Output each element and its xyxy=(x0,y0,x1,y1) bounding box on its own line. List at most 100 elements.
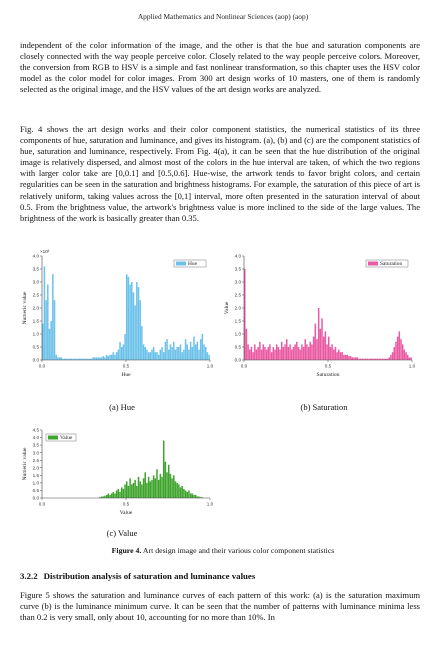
b-bar-32 xyxy=(297,347,300,360)
section-number: 3.2.2 xyxy=(20,571,38,581)
c-bar-40 xyxy=(109,494,111,498)
b-bar-1 xyxy=(245,328,248,360)
c-y-tick-label-2: 1.0 xyxy=(33,480,40,485)
b-bar-63 xyxy=(349,356,352,360)
a-bar-95 xyxy=(201,334,204,360)
b-bar-39 xyxy=(309,341,312,360)
c-bar-53 xyxy=(131,484,133,498)
b-bar-47 xyxy=(322,336,325,360)
b-bar-61 xyxy=(346,354,348,360)
b-bar-57 xyxy=(339,352,342,360)
a-bar-62 xyxy=(146,349,148,360)
b-bar-73 xyxy=(366,358,369,360)
c-legend-label: Value xyxy=(60,435,73,441)
a-bar-22 xyxy=(78,358,81,360)
b-bar-74 xyxy=(368,358,370,360)
b-bar-11 xyxy=(262,344,264,360)
c-bar-41 xyxy=(110,493,113,498)
a-bar-50 xyxy=(126,274,128,360)
body-paragraph-1: independent of the color information of … xyxy=(20,40,420,95)
b-bar-9 xyxy=(259,341,261,360)
a-bar-14 xyxy=(65,358,68,360)
a-bar-12 xyxy=(62,358,64,360)
b-bar-23 xyxy=(282,347,285,360)
a-bar-81 xyxy=(178,347,180,360)
b-bar-94 xyxy=(401,344,404,360)
c-bar-38 xyxy=(105,494,108,498)
a-y-tick-label-0: 0.0 xyxy=(33,358,40,363)
b-bar-59 xyxy=(343,354,345,360)
b-bar-92 xyxy=(398,331,401,360)
a-bar-10 xyxy=(58,357,61,360)
figure-4c-value-histogram: 0.0 0.5 1.0 1.5 2.0 2.5 3.0 3.5 4.0 4.5 0.0 0.5 1.0 V… xyxy=(20,424,220,524)
a-bar-43 xyxy=(114,354,116,360)
c-x-tick-label-2: 1.0 xyxy=(207,502,214,507)
a-bar-38 xyxy=(105,354,108,360)
a-y-tick-label-2: 1.0 xyxy=(33,332,40,337)
c-bar-78 xyxy=(173,475,175,498)
c-x-tick-label-0: 0.0 xyxy=(39,502,46,507)
a-bar-57 xyxy=(137,287,140,360)
b-bar-42 xyxy=(314,323,317,360)
a-bar-79 xyxy=(174,349,177,360)
b-bar-19 xyxy=(275,344,278,360)
c-bar-84 xyxy=(183,488,185,498)
b-bar-93 xyxy=(400,339,402,360)
a-bar-65 xyxy=(151,349,153,360)
a-bar-69 xyxy=(157,354,160,360)
a-bar-21 xyxy=(77,358,79,360)
a-bar-25 xyxy=(84,358,86,360)
c-bar-74 xyxy=(166,472,168,498)
c-legend-box xyxy=(45,433,77,442)
a-y-tick-label-1: 0.5 xyxy=(33,345,40,350)
b-bar-87 xyxy=(390,354,392,360)
a-bar-84 xyxy=(183,349,185,360)
a-legend-swatch xyxy=(176,261,186,266)
subcaption-b: (b) Saturation xyxy=(300,402,348,412)
a-bar-73 xyxy=(164,341,167,360)
b-bar-17 xyxy=(272,347,275,360)
b-bar-34 xyxy=(301,344,303,360)
a-y-tick-label-3: 1.5 xyxy=(33,319,40,324)
a-bar-72 xyxy=(162,352,165,360)
b-bar-49 xyxy=(326,344,328,360)
c-bar-90 xyxy=(193,494,195,498)
b-bar-58 xyxy=(341,352,343,360)
b-bar-66 xyxy=(354,357,357,360)
a-bar-52 xyxy=(129,284,131,360)
c-bar-91 xyxy=(194,494,197,498)
a-bar-64 xyxy=(149,352,152,360)
b-bar-84 xyxy=(385,358,387,360)
b-bar-60 xyxy=(344,354,347,360)
a-bar-7 xyxy=(53,300,56,360)
body-paragraph-2: Fig. 4 shows the art design works and th… xyxy=(20,124,420,223)
a-y-tick-label-7: 3.5 xyxy=(33,267,40,272)
c-legend: Value xyxy=(45,433,77,442)
a-bar-74 xyxy=(166,339,168,360)
a-bar-93 xyxy=(198,349,200,360)
a-bar-17 xyxy=(70,358,73,360)
b-bar-55 xyxy=(336,352,338,360)
c-bar-35 xyxy=(100,496,103,498)
a-bar-94 xyxy=(199,339,202,360)
b-bar-31 xyxy=(296,341,298,360)
b-bar-68 xyxy=(358,358,360,360)
running-header: Applied Mathematics and Nonlinear Scienc… xyxy=(137,12,309,21)
body-paragraph-3: Figure 5 shows the saturation and lumina… xyxy=(20,590,420,623)
c-bar-79 xyxy=(174,481,177,498)
subcaption-c: (c) Value xyxy=(106,528,138,538)
b-bar-40 xyxy=(311,344,313,360)
b-bar-5 xyxy=(252,352,254,360)
b-bar-86 xyxy=(388,357,390,360)
c-bar-43 xyxy=(114,493,116,498)
c-bar-65 xyxy=(151,479,153,498)
b-bar-96 xyxy=(405,352,407,360)
b-bar-81 xyxy=(380,358,382,360)
figure-caption-label: Figure 4. xyxy=(111,546,142,555)
b-bar-48 xyxy=(324,331,327,360)
c-bar-60 xyxy=(142,478,145,498)
c-bar-48 xyxy=(122,488,125,498)
b-bar-64 xyxy=(351,357,354,360)
a-bar-24 xyxy=(82,358,84,360)
b-y-tick-label-5: 2.5 xyxy=(235,293,242,298)
